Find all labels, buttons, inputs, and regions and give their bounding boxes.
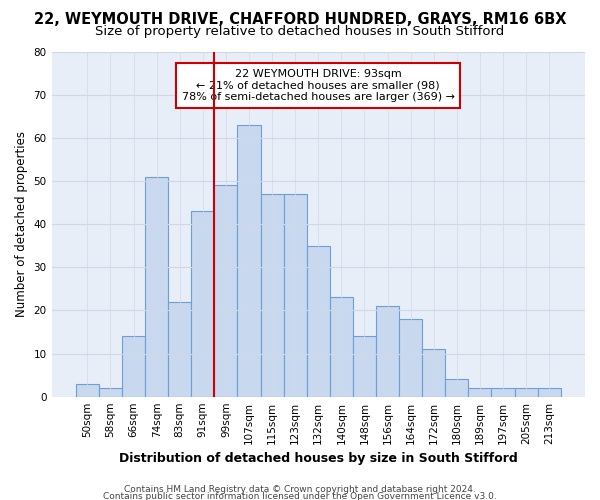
Y-axis label: Number of detached properties: Number of detached properties <box>15 131 28 317</box>
Bar <box>538 388 561 396</box>
Bar <box>422 349 445 397</box>
Bar <box>445 380 469 396</box>
Bar <box>399 319 422 396</box>
Bar <box>353 336 376 396</box>
Bar <box>238 125 260 396</box>
Text: Size of property relative to detached houses in South Stifford: Size of property relative to detached ho… <box>95 25 505 38</box>
Text: Contains public sector information licensed under the Open Government Licence v3: Contains public sector information licen… <box>103 492 497 500</box>
Bar <box>214 186 238 396</box>
Bar <box>76 384 99 396</box>
Bar <box>191 211 214 396</box>
Bar <box>307 246 330 396</box>
Bar <box>122 336 145 396</box>
Bar <box>330 298 353 396</box>
Bar <box>99 388 122 396</box>
Bar <box>469 388 491 396</box>
Text: 22, WEYMOUTH DRIVE, CHAFFORD HUNDRED, GRAYS, RM16 6BX: 22, WEYMOUTH DRIVE, CHAFFORD HUNDRED, GR… <box>34 12 566 28</box>
Bar <box>376 306 399 396</box>
Text: Contains HM Land Registry data © Crown copyright and database right 2024.: Contains HM Land Registry data © Crown c… <box>124 486 476 494</box>
X-axis label: Distribution of detached houses by size in South Stifford: Distribution of detached houses by size … <box>119 452 518 465</box>
Bar <box>284 194 307 396</box>
Bar <box>260 194 284 396</box>
Bar <box>491 388 515 396</box>
Text: 22 WEYMOUTH DRIVE: 93sqm
← 21% of detached houses are smaller (98)
78% of semi-d: 22 WEYMOUTH DRIVE: 93sqm ← 21% of detach… <box>182 69 455 102</box>
Bar <box>168 302 191 396</box>
Bar <box>145 176 168 396</box>
Bar <box>515 388 538 396</box>
